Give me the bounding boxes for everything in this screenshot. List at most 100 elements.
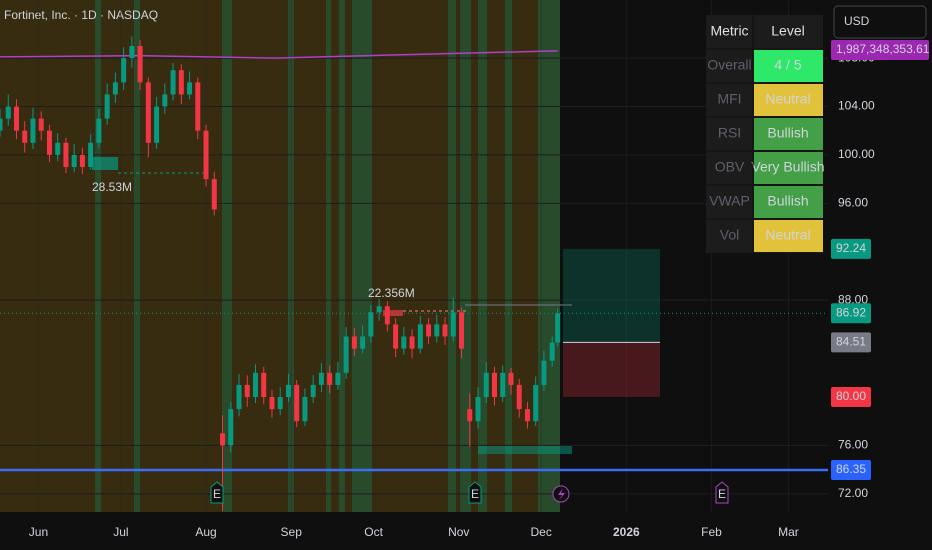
y-tick-label: 88.00 (838, 292, 868, 306)
metric-name: Overall (707, 57, 751, 73)
price-badge-label: 92.24 (836, 241, 866, 255)
candle-body (63, 142, 69, 168)
candle-body (277, 397, 283, 410)
dividend-bolt (558, 488, 565, 500)
y-tick-label: 76.00 (838, 438, 868, 452)
band-green (352, 0, 372, 512)
table-header: Level (771, 23, 804, 39)
x-tick-label: Jul (113, 525, 128, 539)
candle-body (368, 312, 374, 337)
band-green (505, 0, 512, 512)
x-tick-label: Aug (195, 525, 216, 539)
earnings-letter: E (213, 487, 221, 501)
earnings-letter: E (471, 487, 479, 501)
table-header: Metric (710, 23, 748, 39)
metric-name: OBV (715, 159, 745, 175)
candle-body (285, 384, 291, 398)
candle-body (261, 372, 267, 398)
band-green (326, 0, 331, 512)
level-cell (754, 84, 823, 116)
x-tick-label: Nov (448, 525, 469, 539)
level-cell (754, 118, 823, 150)
candle-body (360, 336, 366, 349)
indicator-bands (0, 0, 560, 512)
currency[interactable]: USD (844, 14, 870, 28)
candle-body (434, 324, 440, 337)
x-tick-label: Oct (364, 525, 383, 539)
band-green (448, 0, 456, 512)
price-badge-label: 84.51 (836, 335, 866, 349)
x-tick-label: Jun (29, 525, 48, 539)
candle-body (154, 106, 160, 143)
candle-body (46, 130, 52, 155)
candle-body (533, 384, 539, 422)
price-badge (831, 238, 871, 259)
candle-body (409, 336, 415, 349)
chart-title: Fortinet, Inc. · 1D · NASDAQ (4, 8, 158, 22)
candle-body (55, 142, 61, 155)
level-value: Bullish (767, 193, 808, 209)
candle-body (0, 118, 3, 131)
metric-name: VWAP (709, 193, 750, 209)
candle-body (417, 324, 423, 349)
metric-name: Vol (720, 227, 739, 243)
y-tick-label: 72.00 (838, 486, 868, 500)
candle-body (38, 118, 44, 131)
candle-body (187, 82, 193, 95)
overlay-badge (831, 40, 929, 60)
annotation: 28.53M (92, 180, 132, 194)
earnings-letter: E (718, 487, 726, 501)
candle-body (252, 372, 258, 398)
candle-body (112, 82, 118, 95)
candle-body (500, 372, 506, 398)
candle-body (401, 336, 407, 349)
candle-body (343, 336, 349, 373)
candle-body (459, 312, 465, 349)
level-value: Neutral (765, 227, 810, 243)
candle-body (129, 45, 135, 59)
candle-body (162, 94, 168, 107)
metric-name: MFI (717, 91, 741, 107)
candle-body (13, 106, 19, 131)
candle-body (5, 106, 11, 119)
candle-body (524, 409, 530, 422)
candle-body (244, 384, 250, 398)
price-badge (831, 332, 871, 353)
candle-body (483, 372, 489, 398)
level-cell (754, 220, 823, 252)
level-value: Neutral (765, 91, 810, 107)
candle-body (170, 70, 176, 95)
price-badge-label: 80.00 (836, 389, 866, 403)
level-cell (754, 186, 823, 218)
price-badge (831, 303, 871, 324)
candle-body (450, 312, 456, 337)
candle-body (384, 306, 390, 325)
band-green (460, 0, 471, 512)
candle-body (475, 397, 481, 422)
candle-body (269, 397, 275, 410)
y-tick-label: 96.00 (838, 196, 868, 210)
band-green (134, 0, 140, 512)
candle-body (294, 384, 300, 422)
candle-body (30, 118, 36, 143)
currency-box[interactable] (833, 5, 927, 39)
x-tick-label: Sep (281, 525, 303, 539)
level-value: 4 / 5 (774, 57, 801, 73)
band-green (478, 0, 487, 512)
candle-body (195, 82, 201, 131)
target-zone (563, 248, 660, 343)
candle-body (393, 324, 399, 349)
candle-body (203, 130, 209, 180)
earnings-icon (468, 481, 482, 504)
metric-name: RSI (718, 125, 741, 141)
overlay-badge-label: 86.35 (836, 462, 866, 476)
price-badge (831, 387, 871, 408)
overlay-badge-label: 1,987,348,353.61 (836, 42, 930, 56)
band-green (95, 0, 101, 512)
x-tick-label: Mar (778, 525, 799, 539)
candle-body (220, 433, 226, 446)
candle-body (178, 70, 184, 95)
candle-body (516, 384, 522, 410)
